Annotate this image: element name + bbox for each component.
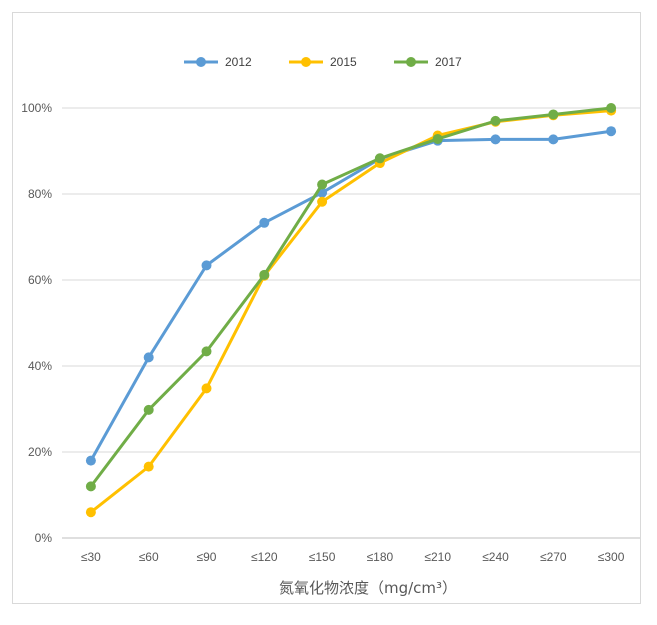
x-tick-label: ≤240 xyxy=(482,550,509,564)
legend-label-2012: 2012 xyxy=(225,55,252,69)
series-line-2012 xyxy=(89,129,613,463)
x-axis-ticks: ≤30 ≤60 ≤90 ≤120 ≤150 ≤180 ≤210 ≤240 ≤270 ≤300 xyxy=(81,550,625,564)
legend-label-2015: 2015 xyxy=(330,55,357,69)
y-tick-label: 60% xyxy=(28,273,52,287)
y-tick-label: 0% xyxy=(35,531,53,545)
data-point-2017 xyxy=(548,109,559,120)
data-point-2015 xyxy=(201,383,212,394)
y-tick-label: 40% xyxy=(28,359,52,373)
y-axis-ticks: 0% 20% 40% 60% 80% 100% xyxy=(21,101,52,545)
y-tick-label: 20% xyxy=(28,445,52,459)
data-point-2012 xyxy=(606,126,617,137)
x-axis-title: 氮氧化物浓度（mg/cm³） xyxy=(279,579,457,597)
data-point-2017 xyxy=(374,153,385,164)
data-point-2015 xyxy=(85,507,96,518)
x-tick-label: ≤180 xyxy=(367,550,394,564)
legend: 2012 2015 2017 xyxy=(184,55,462,69)
y-tick-label: 100% xyxy=(21,101,52,115)
data-point-2012 xyxy=(143,352,154,363)
data-point-2017 xyxy=(201,346,212,357)
x-tick-label: ≤90 xyxy=(197,550,217,564)
data-point-2012 xyxy=(85,455,96,466)
data-point-2017 xyxy=(490,115,501,126)
x-tick-label: ≤60 xyxy=(139,550,159,564)
x-tick-label: ≤150 xyxy=(309,550,336,564)
chart-frame xyxy=(12,12,641,604)
data-point-2017 xyxy=(432,133,443,144)
data-point-2017 xyxy=(259,269,270,280)
data-point-2012 xyxy=(490,134,501,145)
legend-marker-2015 xyxy=(301,57,311,67)
data-point-2012 xyxy=(259,217,270,228)
legend-marker-2012 xyxy=(196,57,206,67)
data-point-2017 xyxy=(85,481,96,492)
data-point-2012 xyxy=(548,134,559,145)
x-tick-label: ≤270 xyxy=(540,550,567,564)
data-point-2012 xyxy=(201,260,212,271)
x-tick-label: ≤120 xyxy=(251,550,278,564)
data-point-2017 xyxy=(317,179,328,190)
data-point-2017 xyxy=(143,404,154,415)
data-point-2015 xyxy=(143,461,154,472)
series-line-2017 xyxy=(89,106,613,488)
x-tick-label: ≤30 xyxy=(81,550,101,564)
data-point-2017 xyxy=(606,103,617,113)
legend-marker-2017 xyxy=(406,57,416,67)
series-group xyxy=(85,103,617,518)
y-tick-label: 80% xyxy=(28,187,52,201)
legend-label-2017: 2017 xyxy=(435,55,462,69)
x-tick-label: ≤300 xyxy=(598,550,625,564)
x-tick-label: ≤210 xyxy=(424,550,451,564)
data-point-2015 xyxy=(317,196,328,207)
